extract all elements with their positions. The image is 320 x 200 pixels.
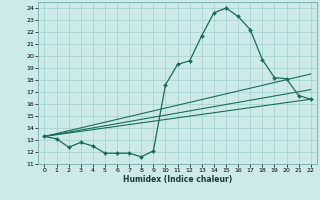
X-axis label: Humidex (Indice chaleur): Humidex (Indice chaleur)	[123, 175, 232, 184]
